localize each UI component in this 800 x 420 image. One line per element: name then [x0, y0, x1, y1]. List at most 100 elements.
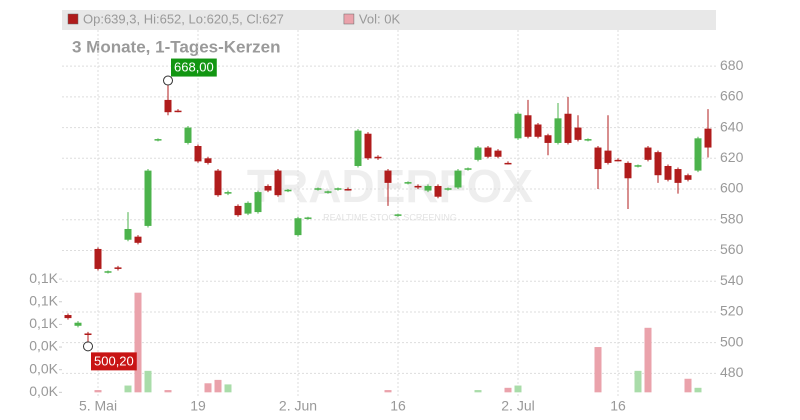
- legend-swatch: [343, 13, 355, 25]
- x-tick-label: 16: [610, 398, 626, 414]
- candle-body: [514, 113, 522, 139]
- y-tick-label: 580: [720, 210, 744, 226]
- annotation-marker: [83, 341, 93, 352]
- watermark: TRADERFOX: [247, 160, 534, 212]
- candle-body: [354, 130, 362, 166]
- candle-body: [604, 150, 612, 163]
- candle-body: [394, 214, 402, 216]
- chart-title: 3 Monate, 1-Tages-Kerzen: [72, 37, 280, 56]
- candle-body: [594, 147, 602, 170]
- candle-body: [344, 189, 352, 191]
- volume-bar: [94, 390, 102, 393]
- volume-bar: [124, 385, 132, 393]
- volume-bar: [384, 390, 392, 393]
- candle-body: [654, 152, 662, 176]
- volume-bar: [594, 347, 602, 393]
- candle-body: [484, 147, 492, 157]
- legend-label: Vol: 0K: [359, 11, 401, 26]
- candle-body: [404, 182, 412, 184]
- candle-body: [664, 165, 672, 180]
- y-tick-label: 600: [720, 180, 744, 196]
- x-tick-label: 16: [390, 398, 406, 414]
- candle-body: [214, 170, 222, 196]
- candle-body: [634, 165, 642, 167]
- volume-bar: [214, 379, 222, 393]
- volume-bar: [684, 378, 692, 393]
- y2-tick-label: 0,1K: [29, 315, 58, 331]
- candle-body: [234, 205, 242, 216]
- annotation-box: [171, 58, 217, 77]
- candle-body: [444, 188, 452, 190]
- y2-tick-label: 0,1K: [29, 270, 58, 286]
- candle-body: [544, 135, 552, 143]
- candle-body: [274, 170, 282, 196]
- y2-tick-label: 0,0K: [29, 383, 58, 399]
- volume-bar: [474, 390, 482, 393]
- y2-tick-label: 0,1K: [29, 292, 58, 308]
- candle-body: [254, 192, 262, 213]
- candle-body: [614, 159, 622, 162]
- x-tick-label: 2. Jul: [501, 398, 534, 414]
- candle-body: [334, 188, 342, 190]
- legend-label: Op:639,3, Hi:652, Lo:620,5, Cl:627: [83, 11, 284, 26]
- y-tick-label: 500: [720, 333, 744, 349]
- candle-body: [424, 185, 432, 191]
- y2-tick-label: 0,0K: [29, 338, 58, 354]
- candle-body: [204, 158, 212, 163]
- candle-body: [174, 110, 182, 113]
- volume-bar: [634, 370, 642, 393]
- candle-body: [414, 185, 422, 188]
- candle-body: [684, 175, 692, 180]
- candle-body: [564, 113, 572, 143]
- candle-body: [94, 248, 102, 269]
- candle-body: [454, 170, 462, 188]
- candle-body: [494, 150, 502, 157]
- candle-body: [124, 228, 132, 240]
- candle-body: [624, 162, 632, 179]
- candle-body: [184, 127, 192, 143]
- volume-bar: [224, 384, 232, 393]
- candle-body: [224, 192, 232, 194]
- annotation-label: 500,20: [94, 353, 134, 368]
- y-tick-label: 540: [720, 272, 744, 288]
- candle-body: [84, 333, 92, 336]
- candle-body: [194, 146, 202, 162]
- watermark-tagline: REALTIME STOCK SCREENING: [323, 212, 457, 222]
- candle-body: [154, 139, 162, 141]
- candle-body: [104, 271, 112, 273]
- candle-body: [674, 169, 682, 183]
- candle-body: [364, 133, 372, 159]
- candle-body: [464, 168, 472, 170]
- candle-body: [114, 267, 122, 269]
- y-tick-label: 640: [720, 118, 744, 134]
- legend-swatch: [67, 13, 79, 25]
- candle-body: [144, 170, 152, 226]
- y2-tick-label: 0,0K: [29, 360, 58, 376]
- volume-bar: [514, 385, 522, 393]
- candle-body: [294, 218, 302, 236]
- volume-bar: [164, 390, 172, 393]
- candle-body: [644, 147, 652, 160]
- candle-body: [164, 99, 172, 113]
- candle-body: [284, 189, 292, 192]
- candle-body: [134, 236, 142, 243]
- y-tick-label: 660: [720, 88, 744, 104]
- candle-body: [584, 139, 592, 141]
- candle-body: [694, 138, 702, 171]
- x-tick-label: 5. Mai: [79, 398, 117, 414]
- candle-body: [384, 170, 392, 183]
- candle-body: [264, 185, 272, 191]
- candle-body: [524, 115, 532, 137]
- volume-bar: [134, 292, 142, 393]
- candle-body: [304, 217, 312, 219]
- x-tick-label: 19: [190, 398, 206, 414]
- candle-body: [474, 147, 482, 160]
- header-bar: [62, 10, 716, 30]
- candle-body: [574, 127, 582, 140]
- annotation-box: [91, 352, 137, 371]
- candle-body: [314, 188, 322, 190]
- y-tick-label: 520: [720, 303, 744, 319]
- candle-body: [324, 191, 332, 193]
- candle-body: [64, 315, 72, 319]
